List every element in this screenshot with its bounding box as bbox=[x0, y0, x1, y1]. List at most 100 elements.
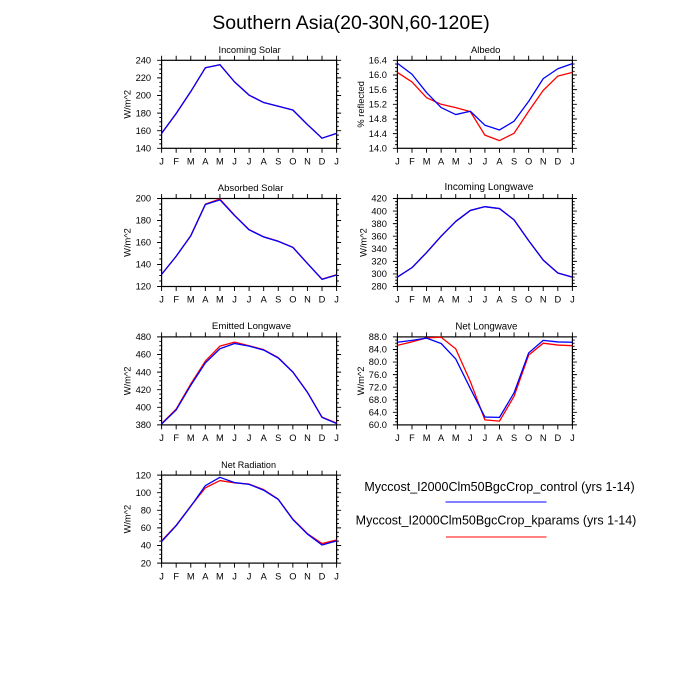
svg-text:420: 420 bbox=[136, 385, 152, 395]
svg-text:160: 160 bbox=[136, 238, 152, 248]
svg-text:S: S bbox=[275, 571, 281, 581]
svg-text:A: A bbox=[496, 157, 503, 167]
svg-text:J: J bbox=[468, 157, 473, 167]
svg-text:200: 200 bbox=[136, 194, 152, 204]
svg-text:A: A bbox=[438, 433, 445, 443]
svg-text:380: 380 bbox=[371, 219, 387, 229]
svg-text:360: 360 bbox=[371, 231, 387, 241]
svg-text:J: J bbox=[570, 295, 575, 305]
svg-text:340: 340 bbox=[371, 244, 387, 254]
svg-text:S: S bbox=[511, 433, 517, 443]
svg-text:Absorbed Solar: Absorbed Solar bbox=[218, 183, 284, 194]
svg-text:J: J bbox=[570, 157, 575, 167]
svg-text:68.0: 68.0 bbox=[369, 395, 387, 405]
svg-text:400: 400 bbox=[371, 206, 387, 216]
svg-text:O: O bbox=[289, 433, 296, 443]
svg-text:O: O bbox=[289, 571, 296, 581]
svg-text:F: F bbox=[173, 571, 179, 581]
svg-text:F: F bbox=[173, 157, 179, 167]
svg-text:15.6: 15.6 bbox=[369, 85, 387, 95]
svg-text:60.0: 60.0 bbox=[369, 420, 387, 430]
svg-text:320: 320 bbox=[371, 257, 387, 267]
svg-text:40: 40 bbox=[141, 541, 151, 551]
svg-text:J: J bbox=[232, 433, 237, 443]
svg-text:M: M bbox=[216, 157, 224, 167]
svg-text:14.8: 14.8 bbox=[369, 114, 387, 124]
svg-text:M: M bbox=[423, 157, 431, 167]
svg-text:J: J bbox=[247, 295, 252, 305]
svg-text:140: 140 bbox=[136, 144, 152, 154]
svg-text:O: O bbox=[525, 295, 532, 305]
svg-text:D: D bbox=[554, 433, 561, 443]
svg-text:440: 440 bbox=[136, 367, 152, 377]
svg-text:20: 20 bbox=[141, 558, 151, 568]
svg-text:% reflected: % reflected bbox=[356, 81, 366, 128]
svg-text:14.0: 14.0 bbox=[369, 144, 387, 154]
svg-text:120: 120 bbox=[136, 470, 152, 480]
svg-text:Southern Asia(20-30N,60-120E): Southern Asia(20-30N,60-120E) bbox=[212, 12, 490, 34]
svg-text:W/m^2: W/m^2 bbox=[358, 228, 368, 257]
svg-text:F: F bbox=[409, 295, 415, 305]
svg-text:Myccost_I2000Clm50BgcCrop_cont: Myccost_I2000Clm50BgcCrop_control (yrs 1… bbox=[364, 480, 634, 494]
svg-text:A: A bbox=[202, 433, 209, 443]
svg-text:A: A bbox=[438, 295, 445, 305]
svg-text:M: M bbox=[187, 433, 195, 443]
svg-text:S: S bbox=[511, 157, 517, 167]
svg-text:420: 420 bbox=[371, 194, 387, 204]
svg-text:M: M bbox=[216, 295, 224, 305]
svg-text:O: O bbox=[289, 157, 296, 167]
svg-text:J: J bbox=[247, 433, 252, 443]
svg-text:F: F bbox=[409, 157, 415, 167]
svg-text:W/m^2: W/m^2 bbox=[123, 90, 133, 119]
svg-text:W/m^2: W/m^2 bbox=[123, 367, 133, 396]
svg-text:D: D bbox=[319, 571, 326, 581]
svg-text:14.4: 14.4 bbox=[369, 129, 387, 139]
svg-text:280: 280 bbox=[371, 282, 387, 292]
svg-text:D: D bbox=[554, 157, 561, 167]
svg-text:J: J bbox=[483, 295, 488, 305]
svg-text:80.0: 80.0 bbox=[369, 357, 387, 367]
svg-text:160: 160 bbox=[136, 126, 152, 136]
svg-text:A: A bbox=[261, 295, 268, 305]
svg-text:88.0: 88.0 bbox=[369, 332, 387, 342]
svg-text:120: 120 bbox=[136, 282, 152, 292]
svg-text:J: J bbox=[232, 157, 237, 167]
svg-text:M: M bbox=[423, 433, 431, 443]
svg-text:Incoming Solar: Incoming Solar bbox=[218, 45, 280, 55]
svg-text:J: J bbox=[483, 433, 488, 443]
svg-text:180: 180 bbox=[136, 108, 152, 118]
svg-text:M: M bbox=[187, 295, 195, 305]
svg-text:O: O bbox=[289, 295, 296, 305]
svg-text:A: A bbox=[202, 295, 209, 305]
svg-text:A: A bbox=[261, 433, 268, 443]
svg-text:J: J bbox=[334, 157, 339, 167]
svg-text:15.2: 15.2 bbox=[369, 100, 387, 110]
svg-text:J: J bbox=[247, 157, 252, 167]
svg-text:J: J bbox=[334, 571, 339, 581]
svg-text:16.0: 16.0 bbox=[369, 70, 387, 80]
svg-text:16.4: 16.4 bbox=[369, 56, 387, 66]
svg-text:F: F bbox=[173, 433, 179, 443]
svg-text:N: N bbox=[304, 157, 311, 167]
svg-text:D: D bbox=[319, 433, 326, 443]
svg-text:W/m^2: W/m^2 bbox=[356, 367, 366, 396]
svg-text:M: M bbox=[423, 295, 431, 305]
svg-text:240: 240 bbox=[136, 56, 152, 66]
svg-text:Myccost_I2000Clm50BgcCrop_kpar: Myccost_I2000Clm50BgcCrop_kparams (yrs 1… bbox=[356, 514, 637, 528]
svg-text:N: N bbox=[540, 157, 547, 167]
svg-text:400: 400 bbox=[136, 403, 152, 413]
svg-text:N: N bbox=[540, 295, 547, 305]
svg-text:J: J bbox=[334, 295, 339, 305]
svg-text:D: D bbox=[319, 157, 326, 167]
svg-text:A: A bbox=[496, 433, 503, 443]
svg-text:J: J bbox=[159, 433, 164, 443]
svg-text:J: J bbox=[468, 433, 473, 443]
svg-text:76.0: 76.0 bbox=[369, 370, 387, 380]
svg-text:S: S bbox=[275, 295, 281, 305]
svg-text:A: A bbox=[496, 295, 503, 305]
svg-text:460: 460 bbox=[136, 350, 152, 360]
svg-text:A: A bbox=[202, 157, 209, 167]
svg-text:N: N bbox=[304, 571, 311, 581]
svg-text:J: J bbox=[570, 433, 575, 443]
svg-text:S: S bbox=[511, 295, 517, 305]
